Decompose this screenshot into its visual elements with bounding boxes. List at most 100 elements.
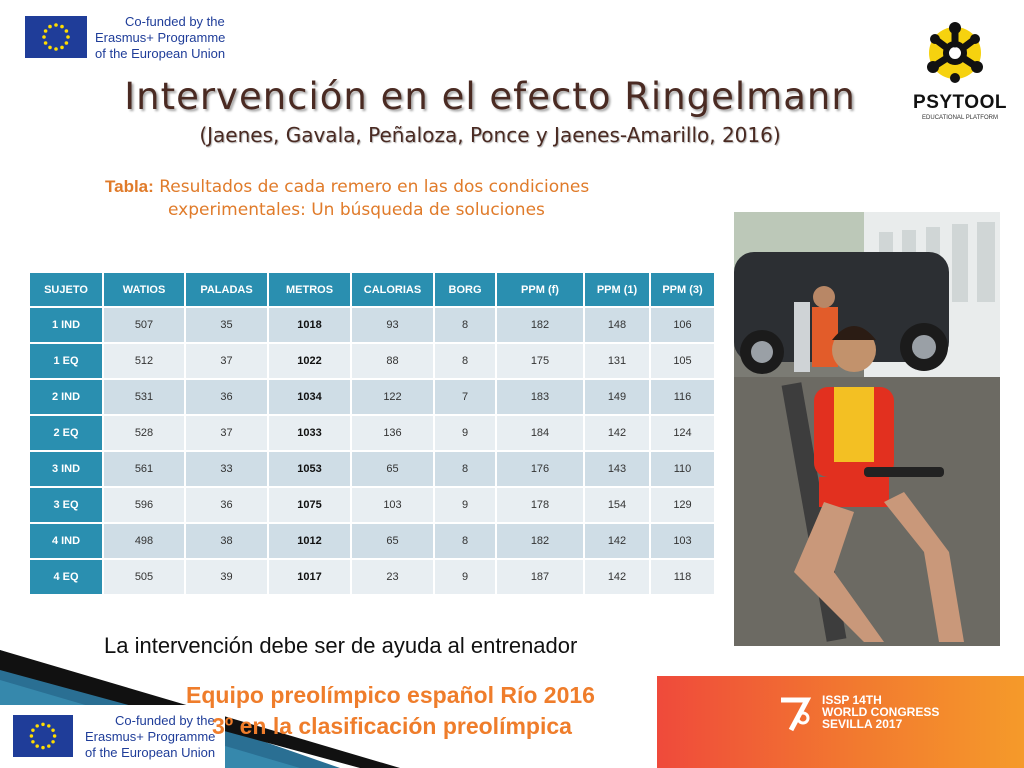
table-cell: 1033 (269, 416, 350, 450)
table-cell: 93 (352, 308, 433, 342)
eu-logo-bottom: Co-funded by the Erasmus+ Programme of t… (0, 705, 225, 768)
table-row: 3 EQ 596 36 1075 103 9 178 154 129 (30, 488, 714, 522)
table-cell: 178 (497, 488, 583, 522)
table-row: 1 EQ 512 37 1022 88 8 175 131 105 (30, 344, 714, 378)
eu-flag-icon-bottom (13, 715, 73, 757)
psytool-emblem-icon (927, 22, 983, 83)
table-cell: 37 (186, 344, 267, 378)
table-cell: 1034 (269, 380, 350, 414)
table-cell: 142 (585, 416, 649, 450)
table-cell: 103 (352, 488, 433, 522)
table-row: 2 EQ 528 37 1033 136 9 184 142 124 (30, 416, 714, 450)
table-cell: 507 (104, 308, 184, 342)
table-cell: 184 (497, 416, 583, 450)
table-cell: 505 (104, 560, 184, 594)
table-cell: 106 (651, 308, 714, 342)
table-header-row: SUJETO WATIOS PALADAS METROS CALORIAS BO… (30, 273, 714, 306)
table-cell: 136 (352, 416, 433, 450)
table-cell: 9 (435, 560, 495, 594)
caption-line-2: experimentales: Un búsqueda de solucione… (168, 200, 545, 220)
col-header-ppm-1: PPM (1) (585, 273, 649, 306)
table-cell: 116 (651, 380, 714, 414)
table-cell: 122 (352, 380, 433, 414)
table-cell: 1053 (269, 452, 350, 486)
congress-line-1: ISSP 14TH (822, 693, 882, 707)
table-cell: 512 (104, 344, 184, 378)
table-cell: 176 (497, 452, 583, 486)
table-cell: 1017 (269, 560, 350, 594)
table-cell: 498 (104, 524, 184, 558)
table-cell: 182 (497, 308, 583, 342)
footer-line-2: 3º en la clasificación preolímpica (212, 713, 572, 739)
table-cell: 148 (585, 308, 649, 342)
table-cell: 88 (352, 344, 433, 378)
eu-bottom-line-3: of the European Union (85, 745, 216, 760)
table-cell: 8 (435, 452, 495, 486)
table-caption: Tabla: Resultados de cada remero en las … (105, 175, 705, 222)
table-cell: 65 (352, 452, 433, 486)
col-header-ppm-f: PPM (f) (497, 273, 583, 306)
col-header-paladas: PALADAS (186, 273, 267, 306)
caption-line-1: Resultados de cada remero en las dos con… (153, 177, 590, 197)
col-header-sujeto: SUJETO (30, 273, 102, 306)
table-cell: 33 (186, 452, 267, 486)
table-cell: 8 (435, 344, 495, 378)
slide-subtitle: (Jaenes, Gavala, Peñaloza, Ponce y Jaene… (199, 123, 781, 147)
slide-title: Intervención en el efecto Ringelmann (124, 75, 856, 118)
table-cell: 596 (104, 488, 184, 522)
row-subject: 1 EQ (30, 344, 102, 378)
table-cell: 38 (186, 524, 267, 558)
table-row: 4 EQ 505 39 1017 23 9 187 142 118 (30, 560, 714, 594)
table-cell: 175 (497, 344, 583, 378)
rowers-photo (734, 212, 1000, 646)
table-cell: 1075 (269, 488, 350, 522)
row-subject: 4 IND (30, 524, 102, 558)
col-header-metros: METROS (269, 273, 350, 306)
congress-banner: ISSP 14TH WORLD CONGRESS SEVILLA 2017 (657, 676, 1024, 768)
table-cell: 9 (435, 416, 495, 450)
table-row: 2 IND 531 36 1034 122 7 183 149 116 (30, 380, 714, 414)
table-cell: 528 (104, 416, 184, 450)
table-cell: 131 (585, 344, 649, 378)
table-cell: 124 (651, 416, 714, 450)
table-cell: 8 (435, 524, 495, 558)
col-header-borg: BORG (435, 273, 495, 306)
col-header-calorias: CALORIAS (352, 273, 433, 306)
table-cell: 110 (651, 452, 714, 486)
congress-line-2: WORLD CONGRESS (822, 705, 940, 719)
row-subject: 2 IND (30, 380, 102, 414)
row-subject: 1 IND (30, 308, 102, 342)
table-cell: 23 (352, 560, 433, 594)
table-row: 1 IND 507 35 1018 93 8 182 148 106 (30, 308, 714, 342)
table-cell: 103 (651, 524, 714, 558)
col-header-watios: WATIOS (104, 273, 184, 306)
table-cell: 36 (186, 488, 267, 522)
table-cell: 36 (186, 380, 267, 414)
psytool-tagline: EDUCATIONAL PLATFORM (922, 115, 998, 121)
psytool-name: PSYTOOL (913, 92, 1007, 113)
row-subject: 4 EQ (30, 560, 102, 594)
table-cell: 129 (651, 488, 714, 522)
intervention-note: La intervención debe ser de ayuda al ent… (104, 633, 578, 658)
col-header-ppm-3: PPM (3) (651, 273, 714, 306)
table-cell: 9 (435, 488, 495, 522)
psytool-logo: PSYTOOL EDUCATIONAL PLATFORM (905, 22, 1015, 127)
eu-flag-icon (25, 16, 87, 58)
table-row: 4 IND 498 38 1012 65 8 182 142 103 (30, 524, 714, 558)
eu-line-3: of the European Union (95, 46, 226, 61)
table-cell: 154 (585, 488, 649, 522)
footer-line-1: Equipo preolímpico español Río 2016 (186, 682, 595, 708)
congress-logo-icon (781, 697, 812, 732)
eu-bottom-line-1: Co-funded by the (115, 713, 215, 728)
eu-logo-top: Co-funded by the Erasmus+ Programme of t… (25, 14, 235, 61)
table-cell: 187 (497, 560, 583, 594)
row-subject: 3 EQ (30, 488, 102, 522)
table-cell: 531 (104, 380, 184, 414)
table-cell: 105 (651, 344, 714, 378)
table-row: 3 IND 561 33 1053 65 8 176 143 110 (30, 452, 714, 486)
table-cell: 149 (585, 380, 649, 414)
table-cell: 118 (651, 560, 714, 594)
table-cell: 142 (585, 560, 649, 594)
table-cell: 39 (186, 560, 267, 594)
table-cell: 65 (352, 524, 433, 558)
